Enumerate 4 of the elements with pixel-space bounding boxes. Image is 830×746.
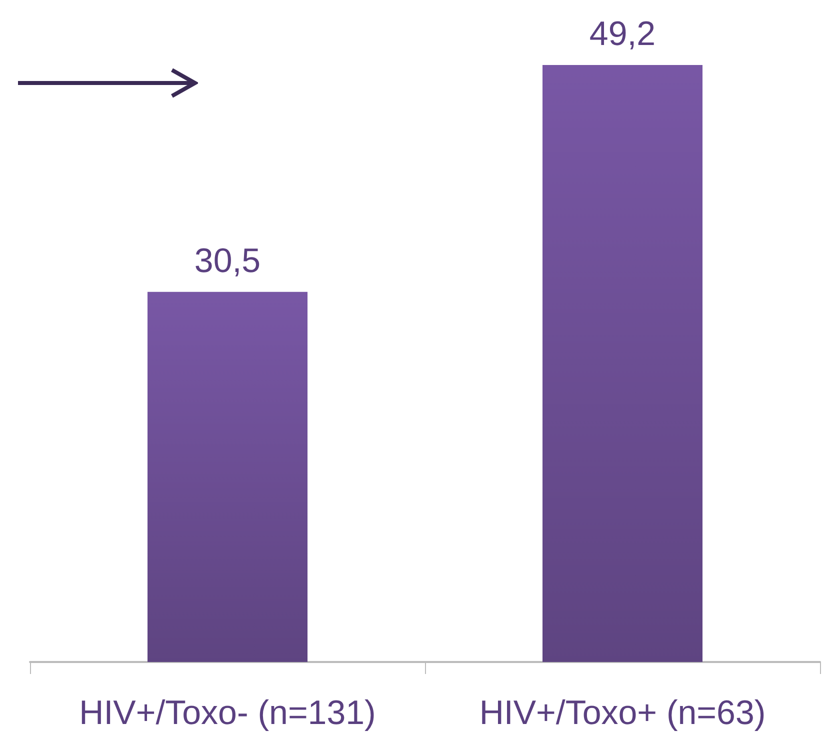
data-label: 30,5: [194, 242, 261, 280]
x-tick-label: HIV+/Toxo+ (n=63): [479, 694, 766, 732]
x-tick-label: HIV+/Toxo- (n=131): [79, 694, 376, 732]
data-label: 49,2: [589, 15, 656, 53]
